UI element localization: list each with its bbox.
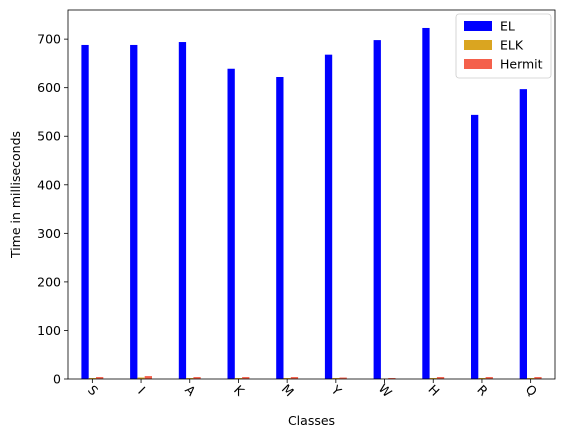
bar-hermit-y	[339, 377, 347, 379]
x-axis-label: Classes	[288, 413, 335, 428]
bar-elk-k	[234, 378, 243, 379]
y-axis-label: Time in milliseconds	[8, 131, 23, 259]
x-tick-label-i: I	[135, 384, 148, 397]
legend-label-elk: ELK	[500, 38, 524, 53]
x-tick-label-r: R	[474, 382, 491, 399]
bars-layer	[81, 27, 542, 380]
bar-el-k	[227, 68, 235, 379]
legend-swatch-hermit	[464, 59, 492, 69]
bar-hermit-i	[144, 376, 152, 379]
bar-el-q	[519, 89, 527, 379]
y-tick-label: 300	[37, 226, 61, 241]
bar-elk-m	[283, 378, 291, 379]
y-tick-label: 600	[37, 80, 61, 95]
y-tick-label: 200	[37, 274, 61, 289]
bar-el-a	[178, 42, 187, 379]
bar-elk-s	[88, 378, 96, 379]
legend-swatch-el	[464, 21, 492, 31]
plot-frame	[67, 9, 556, 380]
y-tick-label: 400	[37, 177, 61, 192]
bar-elk-y	[332, 378, 340, 379]
x-tick-label-y: Y	[328, 382, 345, 399]
y-tick-label: 700	[37, 32, 61, 47]
bar-elk-h	[429, 378, 437, 379]
bar-elk-r	[478, 378, 486, 379]
y-tick-label: 100	[37, 323, 61, 338]
bar-hermit-h	[436, 377, 445, 379]
x-tick-label-w: W	[376, 381, 395, 400]
bar-elk-a	[186, 378, 194, 379]
bar-el-h	[422, 27, 430, 379]
bar-elk-q	[527, 378, 535, 379]
bar-hermit-m	[290, 377, 299, 379]
bar-hermit-s	[96, 377, 104, 379]
x-tick-label-q: Q	[523, 382, 541, 400]
bar-hermit-k	[242, 377, 250, 379]
x-tick-label-s: S	[85, 382, 101, 398]
x-tick-label-a: A	[182, 382, 199, 399]
bar-el-y	[324, 54, 333, 379]
bar-el-r	[471, 114, 479, 379]
x-tick-label-h: H	[425, 382, 442, 399]
bar-hermit-q	[534, 377, 542, 379]
y-axis: 0 100 200 300 400 500 600 700	[37, 32, 68, 387]
bar-hermit-r	[485, 377, 493, 379]
legend: EL ELK Hermit	[455, 13, 552, 79]
x-tick-label-m: M	[279, 381, 297, 399]
bar-el-i	[130, 44, 138, 380]
y-tick-label: 0	[53, 372, 61, 387]
legend-swatch-elk	[464, 40, 492, 50]
bar-el-s	[81, 44, 89, 380]
y-tick-label: 500	[37, 129, 61, 144]
bar-hermit-w	[388, 378, 396, 379]
bar-elk-i	[137, 377, 145, 379]
bar-el-m	[276, 77, 284, 380]
legend-label-hermit: Hermit	[500, 57, 543, 72]
bar-hermit-a	[193, 377, 201, 379]
legend-label-el: EL	[500, 19, 515, 34]
bar-el-w	[373, 40, 381, 379]
x-tick-label-k: K	[231, 382, 248, 399]
